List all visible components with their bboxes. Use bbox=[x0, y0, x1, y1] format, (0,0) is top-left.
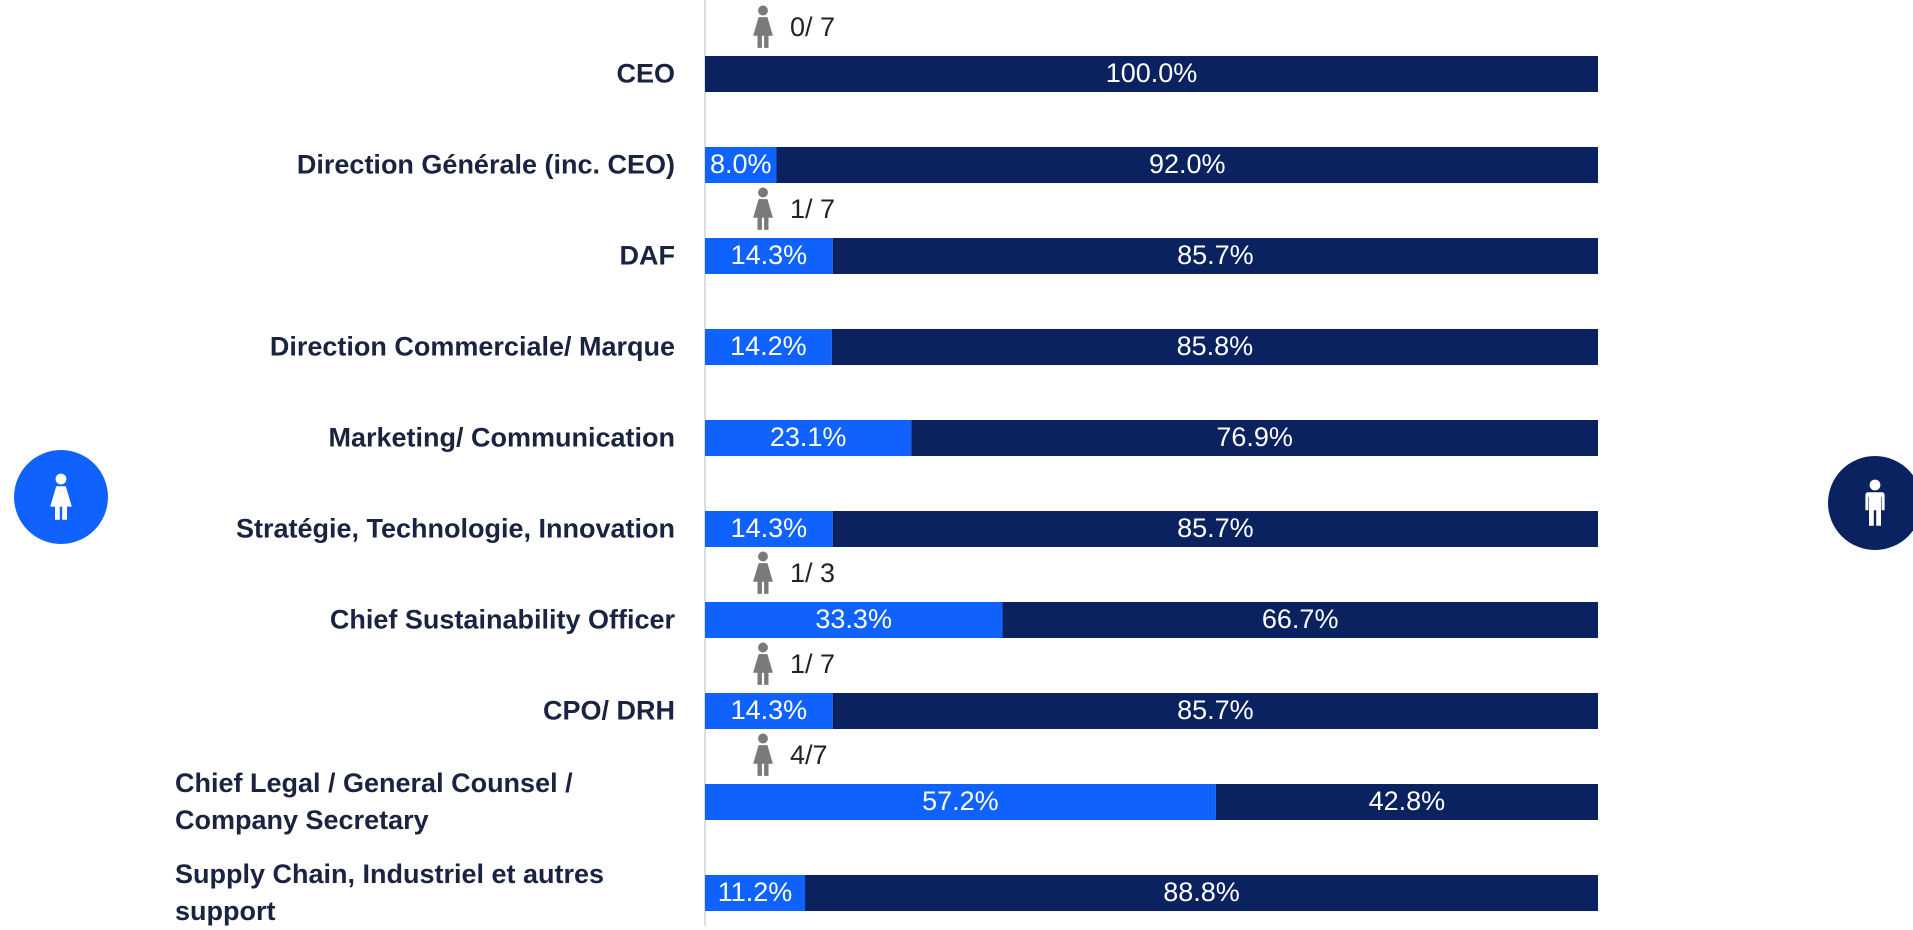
value-label: 85.7% bbox=[1177, 695, 1254, 725]
category-label: Direction Commerciale/ Marque bbox=[269, 331, 675, 362]
bar-segment bbox=[705, 693, 833, 729]
fraction-note: 1/ 7 bbox=[753, 642, 835, 685]
bar-segment bbox=[705, 329, 832, 365]
category-label: Chief Legal / General Counsel / Company … bbox=[175, 768, 573, 835]
fraction-note: 4/7 bbox=[753, 733, 828, 776]
category-label: Stratégie, Technologie, Innovation bbox=[235, 513, 675, 544]
value-label: 33.3% bbox=[815, 604, 892, 634]
value-label: 14.3% bbox=[731, 695, 808, 725]
woman-icon bbox=[753, 551, 773, 594]
bar-segment bbox=[705, 147, 777, 183]
category-label: Direction Générale (inc. CEO) bbox=[296, 149, 675, 180]
bar-segment bbox=[705, 511, 833, 547]
fraction-note: 0/ 7 bbox=[753, 5, 835, 48]
fraction-label: 1/ 7 bbox=[790, 194, 835, 224]
woman-icon bbox=[753, 642, 773, 685]
bar-segment bbox=[1002, 602, 1598, 638]
fraction-label: 1/ 3 bbox=[790, 558, 835, 588]
value-label: 8.0% bbox=[710, 149, 772, 179]
fraction-label: 4/7 bbox=[790, 740, 828, 770]
value-label: 85.7% bbox=[1177, 513, 1254, 543]
value-label: 88.8% bbox=[1163, 877, 1240, 907]
fraction-note: 1/ 7 bbox=[753, 187, 835, 230]
value-label: 100.0% bbox=[1106, 58, 1198, 88]
bar-segment bbox=[831, 329, 1598, 365]
bar-segment bbox=[832, 693, 1598, 729]
category-label: DAF bbox=[619, 240, 676, 271]
bar-segment bbox=[832, 511, 1598, 547]
bar-segment bbox=[805, 875, 1598, 911]
category-label: Supply Chain, Industriel et autres suppo… bbox=[175, 859, 605, 926]
value-label: 92.0% bbox=[1149, 149, 1226, 179]
men-icon bbox=[1828, 456, 1913, 550]
value-label: 11.2% bbox=[718, 877, 793, 907]
category-label: Chief Sustainability Officer bbox=[329, 604, 675, 635]
bar-segment bbox=[705, 602, 1003, 638]
woman-icon bbox=[753, 733, 773, 776]
category-label: Marketing/ Communication bbox=[328, 422, 675, 453]
bar-segment bbox=[705, 238, 833, 274]
fraction-label: 0/ 7 bbox=[790, 12, 835, 42]
bar-segment bbox=[705, 875, 806, 911]
fraction-label: 1/ 7 bbox=[790, 649, 835, 679]
bars: 0.0%100.0%8.0%92.0%14.3%85.7%14.2%85.8%2… bbox=[705, 56, 1598, 911]
fraction-note: 1/ 3 bbox=[753, 551, 835, 594]
value-label: 14.3% bbox=[731, 513, 808, 543]
value-label: 85.7% bbox=[1177, 240, 1254, 270]
value-label: 14.3% bbox=[731, 240, 808, 270]
bar-segment bbox=[705, 420, 912, 456]
bar-segment bbox=[776, 147, 1598, 183]
bar-segment bbox=[705, 56, 1598, 92]
value-label: 76.9% bbox=[1216, 422, 1293, 452]
value-label: 85.8% bbox=[1177, 331, 1254, 361]
value-label: 66.7% bbox=[1262, 604, 1339, 634]
women-icon bbox=[14, 450, 108, 544]
annotations: 0/ 7 1/ 7 1/ 3 1/ 7 4/7 bbox=[753, 5, 835, 776]
bar-segment bbox=[1215, 784, 1598, 820]
woman-icon bbox=[753, 5, 773, 48]
value-label: 14.2% bbox=[730, 331, 807, 361]
category-label: CPO/ DRH bbox=[542, 695, 675, 726]
category-label: CEO bbox=[616, 58, 675, 89]
woman-icon bbox=[753, 187, 773, 230]
bar-segment bbox=[832, 238, 1598, 274]
value-label: 57.2% bbox=[922, 786, 999, 816]
bar-segment bbox=[705, 784, 1216, 820]
value-label: 42.8% bbox=[1369, 786, 1446, 816]
value-label: 23.1% bbox=[770, 422, 847, 452]
bar-segment bbox=[911, 420, 1598, 456]
